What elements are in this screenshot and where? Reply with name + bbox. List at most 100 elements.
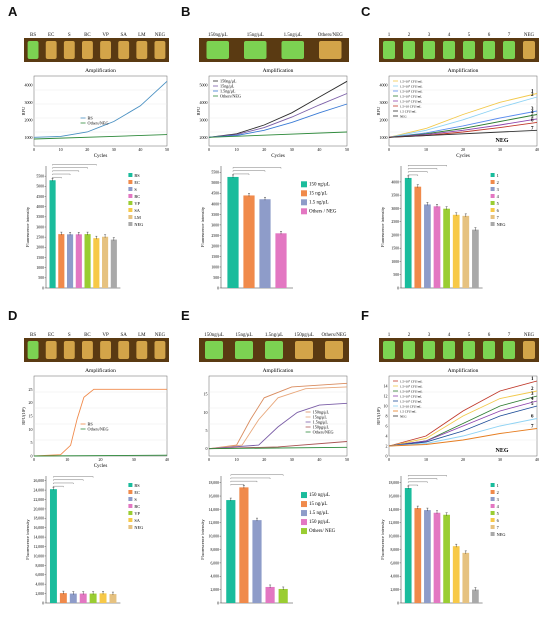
amp-curve-7 bbox=[388, 129, 538, 138]
bar-7 bbox=[109, 594, 117, 603]
bar-legend-swatch bbox=[301, 528, 307, 535]
tube-label: NEG bbox=[524, 33, 535, 38]
bar-legend-label: 2 bbox=[497, 180, 499, 185]
bar-ytick: 2,000 bbox=[35, 592, 44, 597]
bar-ytick: 2500 bbox=[391, 220, 399, 224]
curve-number-label: 6 bbox=[531, 118, 534, 123]
panel-f: 1 2 3 4 5 6 7 NEG Amplification 0 2 4 6 8 10 12 14 0 10 20 3… bbox=[375, 330, 545, 615]
amp-ytick: 0 bbox=[386, 454, 388, 459]
bracket bbox=[53, 479, 84, 481]
bar-5 bbox=[443, 514, 450, 603]
bracket bbox=[408, 174, 418, 176]
bar-ylabel: Fluorescence intensity bbox=[380, 206, 385, 247]
panel-letter-a: A bbox=[8, 4, 18, 19]
amp-ytick: 1000 bbox=[25, 135, 33, 140]
bar-ytick: 14,000 bbox=[34, 536, 45, 541]
amp-ytick: 5 bbox=[31, 440, 33, 445]
bar-legend-label: 7 bbox=[497, 525, 500, 530]
bar-ytick: 5000 bbox=[36, 185, 44, 189]
amp-ytick: 0 bbox=[31, 454, 33, 459]
bracket bbox=[230, 484, 245, 486]
tube bbox=[100, 41, 111, 59]
significance-brackets bbox=[230, 474, 284, 486]
amp-curve-1 bbox=[208, 382, 348, 450]
tube bbox=[423, 41, 435, 59]
bracket bbox=[408, 484, 418, 487]
bar-1 bbox=[404, 488, 412, 603]
panel-letter-d: D bbox=[8, 308, 18, 323]
bar-legend-swatch bbox=[128, 504, 133, 508]
tube-label: NEG bbox=[524, 333, 535, 338]
tube-label: Others/NEG bbox=[322, 333, 347, 338]
legend-label: 15ng/μL bbox=[220, 84, 235, 89]
tube-label: NEG bbox=[155, 33, 166, 38]
amp-curve-2 bbox=[33, 454, 168, 457]
bar-ytick: 500 bbox=[213, 276, 219, 280]
tube bbox=[523, 341, 535, 359]
bracket bbox=[53, 476, 94, 478]
bar-ytick: 8,000 bbox=[390, 548, 399, 553]
legend-label: 1.5×10⁵ CFU/mL bbox=[400, 385, 422, 389]
amp-xtick: 10 bbox=[235, 457, 239, 462]
amp-xtick: 30 bbox=[498, 457, 502, 462]
bar-ytick: 10,000 bbox=[209, 535, 220, 540]
tube-label: 3 bbox=[428, 333, 431, 338]
legend-label: 1.5×10³ CFU/mL bbox=[400, 395, 422, 399]
tube-label: Others/NEG bbox=[318, 33, 343, 38]
significance-brackets bbox=[53, 476, 94, 488]
bar-ytick: 1000 bbox=[36, 266, 44, 270]
bar-legend-label: 7 bbox=[497, 215, 500, 220]
amp-ylabel: RFU(10³) bbox=[21, 407, 26, 425]
bar-4 bbox=[79, 593, 87, 603]
amp-curve-6 bbox=[388, 418, 538, 447]
bar-legend-label: EC bbox=[134, 180, 140, 185]
legend-label: 1.5×10² CFU/mL bbox=[400, 400, 422, 404]
bar-1 bbox=[49, 180, 56, 288]
bar-ytick: 2,000 bbox=[390, 588, 399, 593]
panel-letter-b: B bbox=[181, 4, 191, 19]
amp-ylabel: RFU bbox=[21, 106, 26, 116]
neg-label: NEG bbox=[496, 138, 509, 144]
tube bbox=[325, 341, 343, 359]
amp-xtick: 50 bbox=[345, 457, 349, 462]
bar-ytick: 0 bbox=[217, 601, 219, 605]
curve-number-label: 7 bbox=[531, 425, 534, 430]
curve-number-label: 5 bbox=[531, 402, 534, 407]
curve-number-label: 3 bbox=[531, 107, 534, 112]
bar-legend-label: Others/ NEG bbox=[309, 529, 336, 534]
bar-ytick: 5000 bbox=[211, 181, 219, 185]
bar-legend-label: 5 bbox=[497, 201, 499, 206]
tube-label: NEG bbox=[155, 333, 166, 338]
bar-legend-label: NEG bbox=[134, 525, 143, 530]
bar-3 bbox=[252, 520, 262, 603]
bar-legend-label: 6 bbox=[497, 208, 500, 213]
bar-chart: 0 500 1000 1500 2000 2500 3000 3500 4000 4500 5000… bbox=[200, 166, 337, 290]
tube bbox=[383, 41, 395, 59]
bar-legend-swatch bbox=[301, 492, 307, 499]
bar-legend-swatch bbox=[301, 190, 307, 197]
bar-legend-swatch bbox=[128, 483, 133, 487]
tube bbox=[206, 41, 229, 59]
amp-ylabel: RFU(10³) bbox=[376, 407, 381, 425]
significance-brackets bbox=[52, 164, 97, 179]
amp-xtick: 20 bbox=[461, 147, 465, 152]
tube-label: 150ng/μL bbox=[208, 33, 228, 38]
bar-legend-swatch bbox=[128, 497, 133, 501]
amplification-title: Amplification bbox=[263, 67, 294, 74]
bar-ytick: 0 bbox=[397, 601, 399, 605]
bracket bbox=[232, 173, 250, 175]
bar-ylabel: Fluorescence intensity bbox=[25, 206, 30, 247]
tube bbox=[463, 41, 475, 59]
bar-legend-label: VP bbox=[134, 511, 140, 516]
tube bbox=[319, 41, 342, 59]
bar-ytick: 12,000 bbox=[389, 521, 400, 526]
tube-label: 15ng/μL bbox=[235, 333, 252, 338]
amplification-title: Amplification bbox=[448, 67, 479, 74]
tube-strip: 1 2 3 4 5 6 7 NEG bbox=[379, 333, 539, 362]
bar-ytick: 4000 bbox=[391, 180, 399, 184]
bar-ytick: 3000 bbox=[211, 223, 219, 227]
tube bbox=[443, 341, 455, 359]
amp-curve-2 bbox=[208, 386, 348, 450]
legend-label: 1.5 CFU/mL bbox=[400, 110, 416, 114]
bar-5 bbox=[443, 208, 450, 288]
